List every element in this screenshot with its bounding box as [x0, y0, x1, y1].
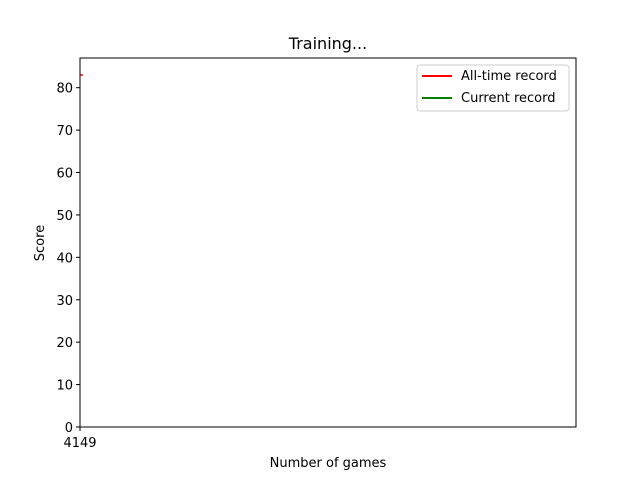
y-tick-label: 30 — [56, 294, 73, 309]
x-axis-label: Number of games — [270, 456, 387, 471]
y-tick-label: 50 — [56, 209, 73, 224]
legend: All-time record Current record — [416, 64, 570, 112]
y-tick-label: 10 — [56, 379, 73, 394]
y-tick-label: 40 — [56, 251, 73, 266]
y-tick-label: 60 — [56, 167, 73, 182]
legend-label-current-record: Current record — [461, 91, 556, 106]
chart-title: Training... — [288, 34, 367, 53]
plot-area — [80, 58, 576, 427]
x-axis-ticks: 4149 — [63, 427, 97, 451]
y-tick-label: 80 — [56, 82, 73, 97]
legend-label-all-time-record: All-time record — [461, 69, 557, 84]
y-axis-label: Score — [33, 225, 48, 261]
plot-frame — [79, 57, 577, 428]
y-tick-label: 20 — [56, 336, 73, 351]
legend-box — [416, 64, 570, 112]
y-tick-label: 0 — [65, 421, 73, 436]
x-tick-label: 4149 — [63, 436, 96, 451]
y-axis-ticks: 0 10 20 30 40 50 60 70 80 — [56, 82, 80, 436]
y-tick-label: 70 — [56, 124, 73, 139]
